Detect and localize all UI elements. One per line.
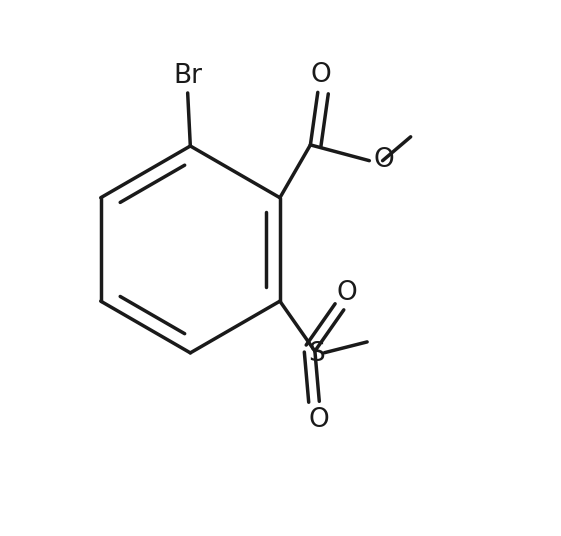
Text: O: O: [310, 62, 331, 88]
Text: S: S: [308, 341, 325, 367]
Text: O: O: [374, 147, 394, 173]
Text: O: O: [309, 407, 330, 433]
Text: O: O: [336, 280, 357, 306]
Text: Br: Br: [173, 63, 202, 89]
